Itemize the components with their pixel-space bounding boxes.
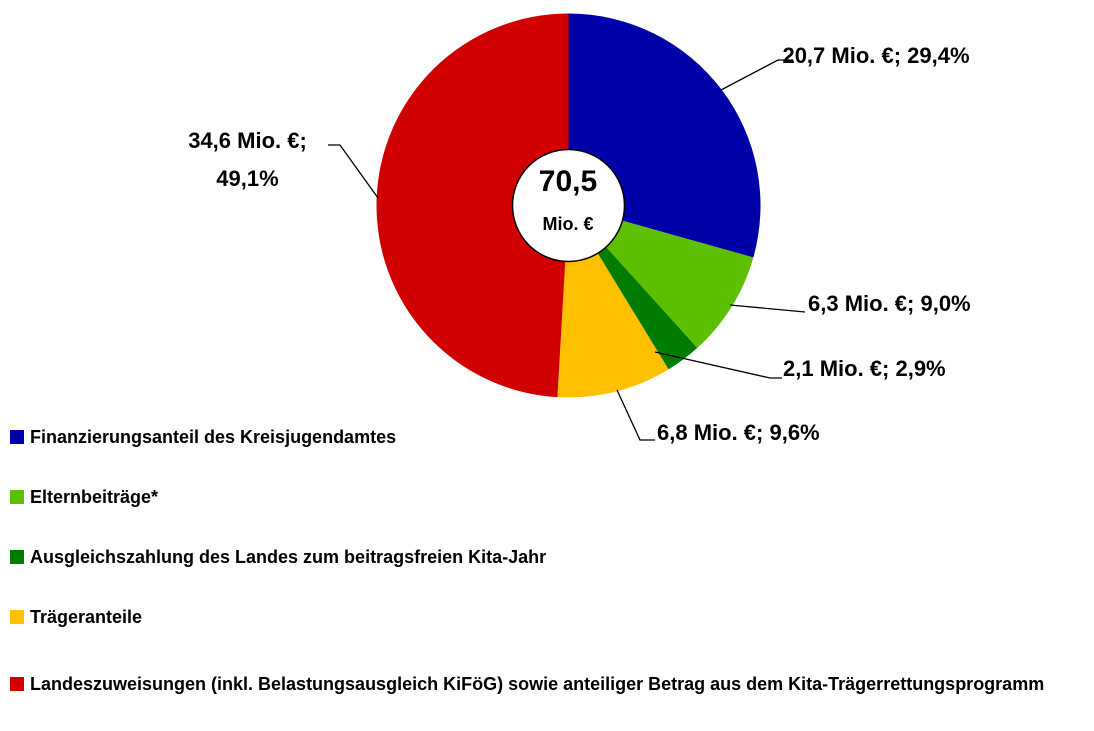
slice	[376, 13, 569, 398]
legend-item: Elternbeiträge*	[10, 484, 1080, 510]
data-label: 6,3 Mio. €; 9,0%	[808, 291, 971, 316]
legend-swatch	[10, 550, 24, 564]
legend-item: Landeszuweisungen (inkl. Belastungsausgl…	[10, 671, 1080, 697]
legend-swatch	[10, 490, 24, 504]
legend-label: Trägeranteile	[30, 607, 143, 627]
leader-line	[328, 144, 379, 199]
legend-label: Elternbeiträge*	[30, 487, 159, 507]
leader-line	[616, 389, 655, 441]
legend-label: Ausgleichszahlung des Landes zum beitrag…	[30, 547, 547, 567]
legend-item: Finanzierungsanteil des Kreisjugendamtes	[10, 424, 1080, 450]
leader-line	[654, 351, 782, 379]
center-hole	[511, 148, 626, 263]
center-unit: Mio. €	[542, 214, 594, 234]
data-label: 2,1 Mio. €; 2,9%	[783, 356, 946, 381]
center-value: 70,5	[538, 165, 598, 198]
leader-line	[729, 304, 806, 313]
data-label: 34,6 Mio. €; 49,1%	[188, 128, 307, 191]
legend-label: Landeszuweisungen (inkl. Belastungsausgl…	[30, 674, 1045, 694]
slice	[568, 205, 754, 348]
leader-line	[720, 59, 793, 91]
legend-item: Trägeranteile	[10, 604, 1080, 630]
legend-label: Finanzierungsanteil des Kreisjugendamtes	[30, 427, 397, 447]
legend-swatch	[10, 677, 24, 691]
data-label: 6,8 Mio. €; 9,6%	[657, 420, 820, 445]
legend-swatch	[10, 430, 24, 444]
data-label: 20,7 Mio. €; 29,4%	[782, 43, 970, 68]
legend-swatch	[10, 610, 24, 624]
legend-item: Ausgleichszahlung des Landes zum beitrag…	[10, 544, 1080, 570]
